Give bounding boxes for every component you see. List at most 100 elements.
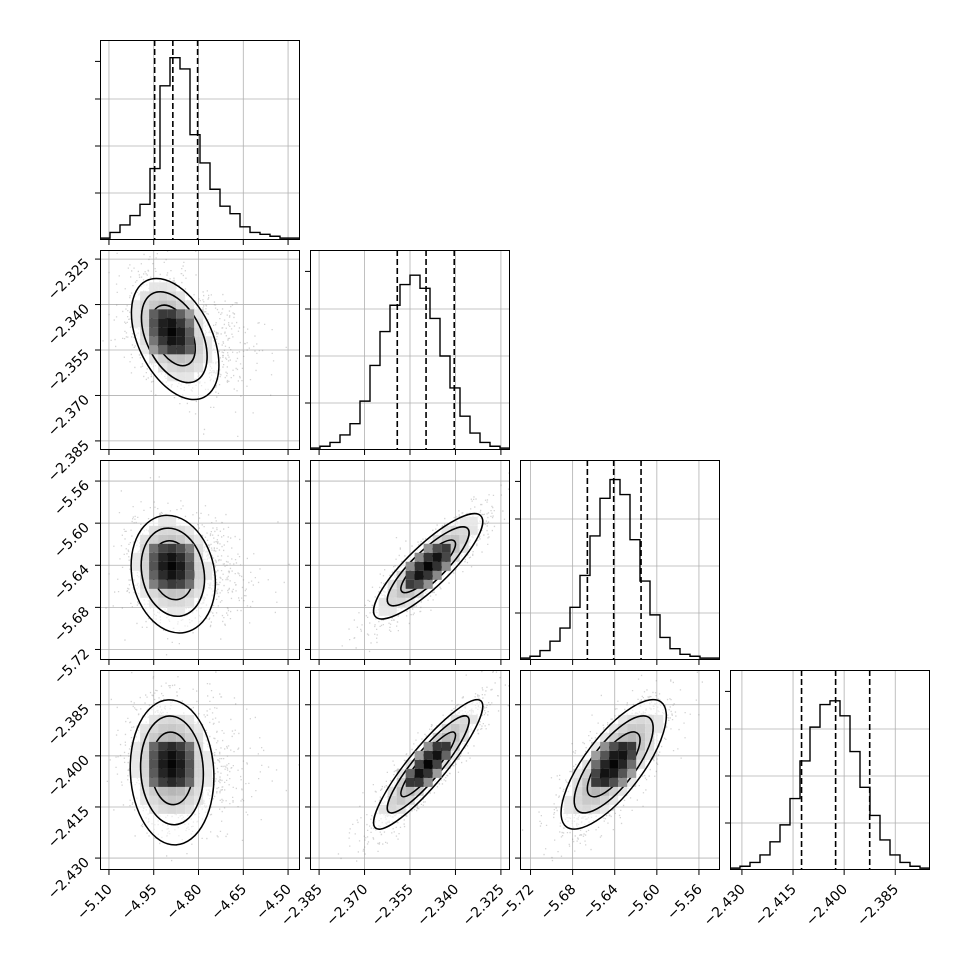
scatter-panel-3-1 xyxy=(310,670,510,870)
density-core-cell xyxy=(609,750,619,760)
density-core-cell xyxy=(185,543,195,553)
density-core-cell xyxy=(176,336,186,346)
histogram-step-0 xyxy=(100,56,300,240)
density-core-cell xyxy=(618,741,628,751)
density-core-cell xyxy=(158,759,168,769)
panel-frame-2-1 xyxy=(310,460,510,660)
density-core-cell xyxy=(441,750,451,760)
density-core-cell xyxy=(167,552,177,562)
x-tick-label-1-4: −2.325 xyxy=(460,882,508,930)
panel-frame-2-2 xyxy=(520,460,720,660)
panel-frame-2-0 xyxy=(100,460,300,660)
density-core-cell xyxy=(414,570,424,580)
scatter-panel-3-2 xyxy=(520,670,720,870)
density-core-cell xyxy=(609,741,619,751)
y-tick-label-2-3: −5.60 xyxy=(51,520,93,562)
scatter-panel-3-0 xyxy=(100,670,300,870)
density-core-cell xyxy=(176,327,186,337)
density-core-cell xyxy=(405,561,415,571)
density-core-cell xyxy=(627,768,637,778)
density-core-cell xyxy=(149,552,159,562)
density-core-cell xyxy=(600,759,610,769)
density-core-cell xyxy=(591,759,601,769)
density-core-cell xyxy=(591,777,601,787)
density-core-cell xyxy=(414,561,424,571)
density-core-cell xyxy=(158,552,168,562)
density-core-cell xyxy=(149,750,159,760)
x-tick-label-1-3: −2.340 xyxy=(414,882,462,930)
density-core-cell xyxy=(432,561,442,571)
density-core-cell xyxy=(149,318,159,328)
density-core-cell xyxy=(185,318,195,328)
y-tick-label-1-4: −2.325 xyxy=(45,256,93,304)
density-core-cell xyxy=(149,570,159,580)
density-core-cell xyxy=(441,552,451,562)
density-core-cell xyxy=(176,552,186,562)
density-core-cell xyxy=(149,759,159,769)
density-core-cell xyxy=(423,561,433,571)
contour-inner-3-0-2 xyxy=(139,715,205,826)
x-tick-label-1-2: −2.355 xyxy=(369,882,417,930)
density-core-cell xyxy=(600,750,610,760)
density-core-cell xyxy=(176,309,186,319)
density-core-cell xyxy=(149,336,159,346)
density-core-cell xyxy=(149,345,159,355)
histogram-step-2 xyxy=(520,478,720,660)
density-core-cell xyxy=(432,552,442,562)
density-core-cell xyxy=(158,750,168,760)
density-core-cell xyxy=(176,741,186,751)
x-tick-label-1-1: −2.370 xyxy=(323,882,371,930)
y-tick-label-1-3: −2.340 xyxy=(45,301,93,349)
density-core-cell xyxy=(176,750,186,760)
density-core-cell xyxy=(423,777,433,787)
density-core-cell xyxy=(627,741,637,751)
density-core-cell xyxy=(600,741,610,751)
density-core-cell xyxy=(423,543,433,553)
y-tick-label-3-3: −2.385 xyxy=(45,701,93,749)
density-core-cell xyxy=(158,579,168,589)
density-core-cell xyxy=(158,570,168,580)
density-core-cell xyxy=(609,759,619,769)
density-core-cell xyxy=(618,750,628,760)
density-core-cell xyxy=(149,777,159,787)
density-core-cell xyxy=(149,579,159,589)
density-core-cell xyxy=(167,543,177,553)
density-core-cell xyxy=(149,543,159,553)
density-core-cell xyxy=(618,777,628,787)
y-tick-label-1-2: −2.355 xyxy=(45,347,93,395)
scatter-panel-2-0 xyxy=(100,460,300,660)
density-core-cell xyxy=(158,345,168,355)
x-tick-label-2-4: −5.56 xyxy=(664,881,706,923)
density-core-cell xyxy=(423,750,433,760)
panel-frame-3-3 xyxy=(730,670,930,870)
density-core-cell xyxy=(432,768,442,778)
y-tick-label-2-0: −5.72 xyxy=(51,646,93,688)
density-core-cell xyxy=(176,579,186,589)
density-core-cell xyxy=(609,777,619,787)
density-core-cell xyxy=(158,336,168,346)
panel-frame-1-1 xyxy=(310,250,510,450)
histogram-step-1 xyxy=(310,274,510,450)
density-core-cell xyxy=(441,543,451,553)
x-tick-label-0-3: −4.65 xyxy=(208,882,250,924)
density-core-cell xyxy=(432,741,442,751)
density-core-cell xyxy=(176,768,186,778)
density-core-cell xyxy=(158,561,168,571)
density-core-cell xyxy=(167,570,177,580)
density-core-cell xyxy=(405,777,415,787)
density-core-cell xyxy=(423,741,433,751)
density-core-cell xyxy=(167,759,177,769)
density-core-cell xyxy=(158,327,168,337)
panel-frame-3-0 xyxy=(100,670,300,870)
density-core-cell xyxy=(185,768,195,778)
density-core-cell xyxy=(627,750,637,760)
histogram-panel-0 xyxy=(100,40,300,240)
density-core-cell xyxy=(432,759,442,769)
density-core-cell xyxy=(167,327,177,337)
density-core-cell xyxy=(441,741,451,751)
density-core-cell xyxy=(414,579,424,589)
density-core-cell xyxy=(432,750,442,760)
density-core-cell xyxy=(405,768,415,778)
density-core-cell xyxy=(414,750,424,760)
density-core-cell xyxy=(432,543,442,553)
